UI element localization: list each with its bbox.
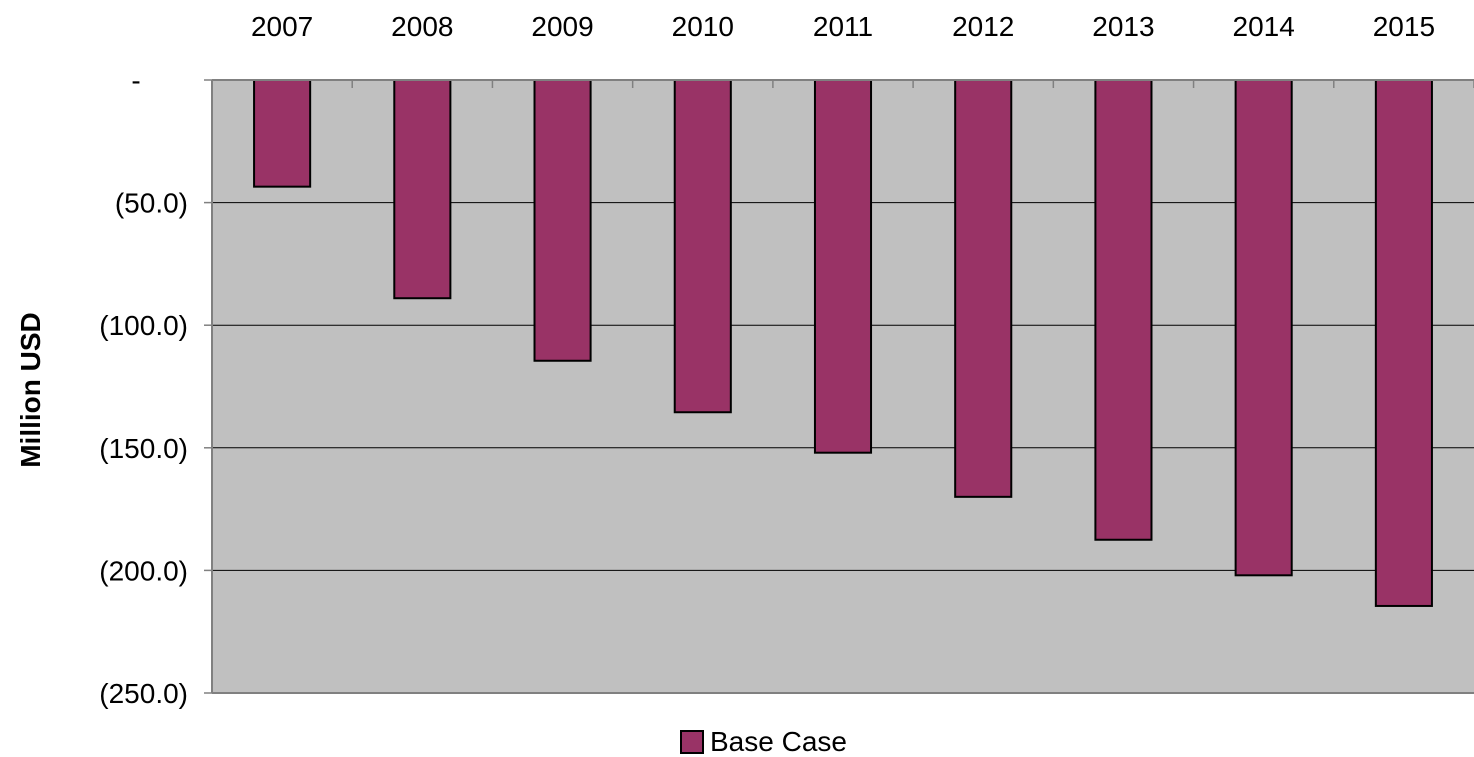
x-tick-label-2014: 2014 [1233, 11, 1295, 42]
y-tick-label: (150.0) [99, 433, 188, 464]
bar-2012 [954, 79, 1013, 498]
bar-2007 [253, 79, 312, 188]
axes [204, 79, 1474, 694]
legend-label-base-case: Base Case [710, 726, 847, 757]
y-tick-label: (50.0) [115, 188, 188, 219]
x-tick-label-2012: 2012 [952, 11, 1014, 42]
bar-2011 [813, 79, 873, 454]
y-tick-label: (100.0) [99, 310, 188, 341]
y-tick-label: - [131, 65, 140, 96]
x-tick-label-2015: 2015 [1373, 11, 1435, 42]
x-tick-labels: 2007 2008 2009 2010 2011 2012 2013 2014 2015 [251, 11, 1435, 42]
legend: Base Case [680, 726, 847, 757]
x-tick-label-2007: 2007 [251, 11, 313, 42]
bar-2014 [1234, 79, 1293, 577]
y-tick-labels: - (50.0) (100.0) (150.0) (200.0) (250.0) [99, 65, 188, 709]
legend-swatch-base-case [680, 730, 704, 754]
x-tick-label-2010: 2010 [672, 11, 734, 42]
x-tick-label-2011: 2011 [813, 11, 873, 42]
x-tick-label-2013: 2013 [1092, 11, 1154, 42]
x-tick-label-2009: 2009 [531, 11, 593, 42]
y-tick-label: (250.0) [99, 678, 188, 709]
bar-2010 [673, 79, 732, 414]
bar-2009 [533, 79, 592, 362]
x-tick-label-2008: 2008 [391, 11, 453, 42]
bar-2013 [1094, 79, 1153, 541]
y-axis-title: Million USD [15, 312, 46, 468]
y-tick-label: (200.0) [99, 555, 188, 586]
bar-2008 [393, 79, 452, 300]
bar-2015 [1374, 79, 1433, 607]
bars [253, 79, 1433, 607]
